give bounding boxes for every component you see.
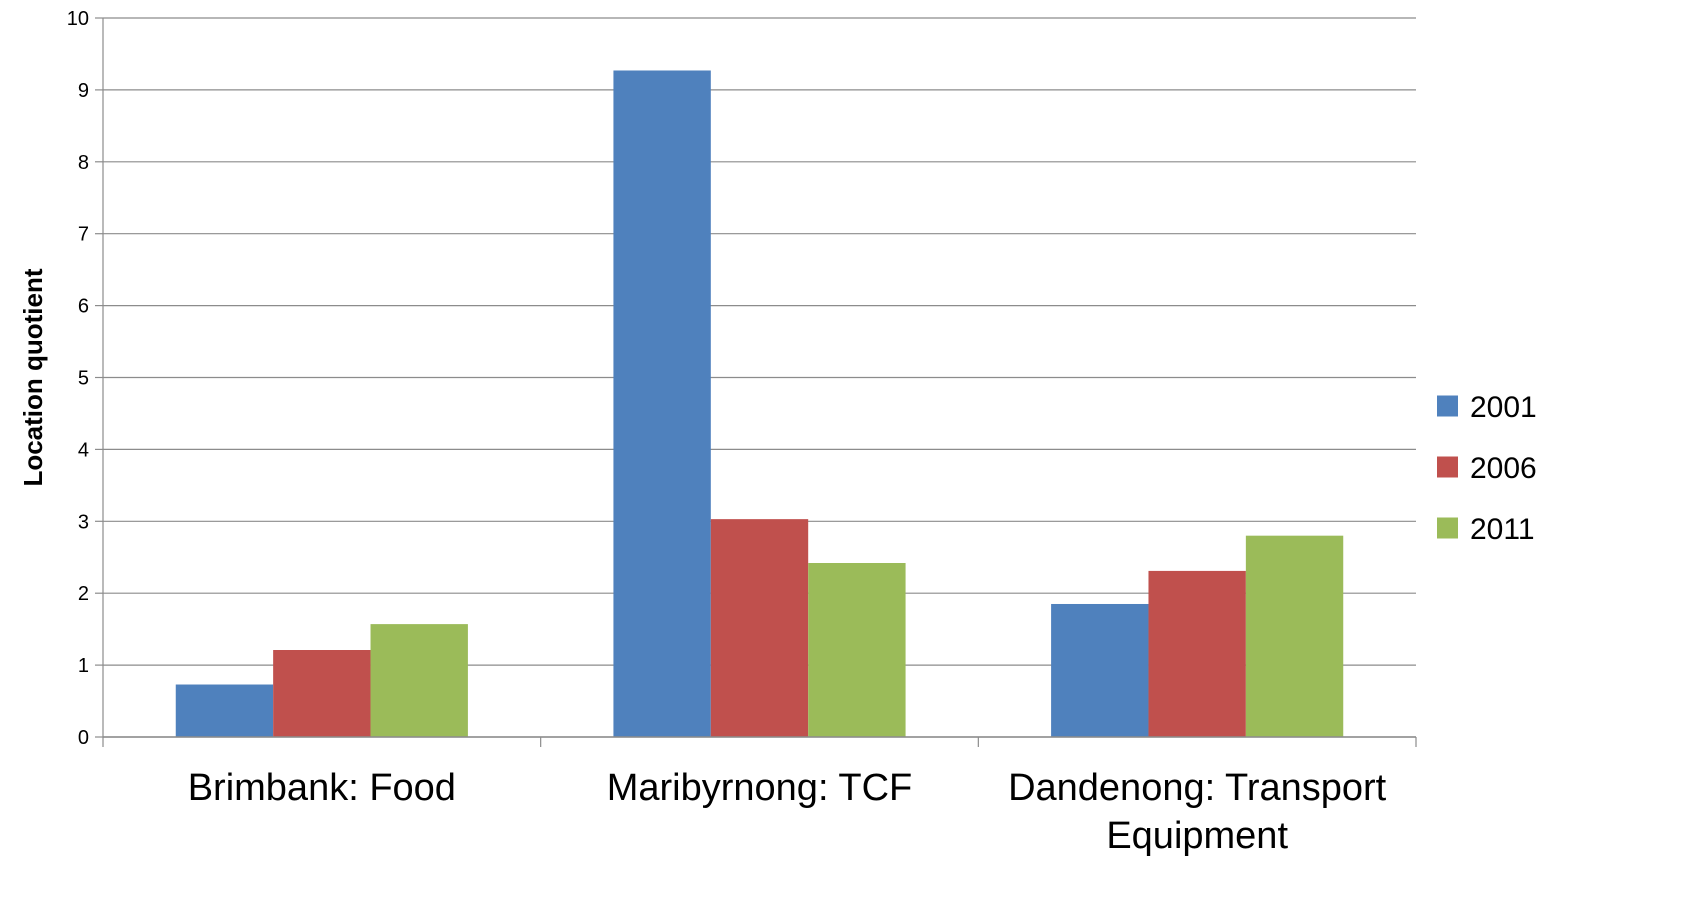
y-tick-label: 3 (78, 511, 89, 533)
legend-label-2006: 2006 (1470, 452, 1537, 485)
y-axis-title: Location quotient (18, 268, 48, 486)
y-tick-label: 4 (78, 439, 89, 461)
y-tick-label: 10 (67, 8, 89, 30)
y-tick-label: 1 (78, 655, 89, 677)
legend-swatch-2001 (1437, 395, 1458, 417)
x-category-label: Brimbank: Food (188, 767, 456, 809)
y-tick-label: 5 (78, 368, 89, 390)
y-tick-label: 6 (78, 296, 89, 318)
x-category-label: Maribyrnong: TCF (607, 767, 913, 809)
bar-2011-3 (1245, 535, 1344, 737)
y-tick-label: 0 (78, 727, 89, 749)
bar-2001-2 (613, 70, 711, 737)
x-category-label: Equipment (1106, 815, 1288, 857)
legend-label-2011: 2011 (1470, 513, 1535, 546)
legend-swatch-2006 (1437, 456, 1458, 478)
bar-2006-2 (710, 519, 809, 737)
legend-swatch-2011 (1437, 517, 1458, 539)
y-tick-label: 8 (78, 152, 89, 174)
bar-2001-3 (1051, 603, 1149, 737)
legend-label-2001: 2001 (1470, 391, 1537, 424)
y-tick-label: 2 (78, 583, 89, 605)
bar-2011-2 (808, 563, 906, 737)
bar-2011-1 (370, 624, 468, 737)
bar-2006-1 (273, 650, 371, 737)
y-tick-label: 9 (78, 80, 89, 102)
x-category-label: Dandenong: Transport (1008, 767, 1387, 809)
y-tick-label: 7 (78, 224, 89, 246)
bar-2001-1 (175, 684, 274, 737)
bar-2006-3 (1148, 570, 1246, 737)
